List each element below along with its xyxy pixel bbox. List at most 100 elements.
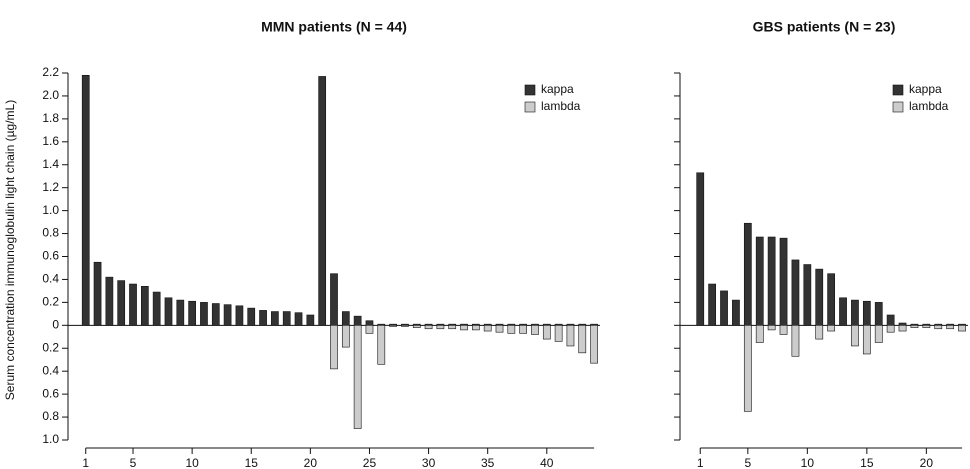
x-tick-label: 25 xyxy=(363,456,377,469)
bar xyxy=(803,264,812,326)
x-tick-label: 10 xyxy=(185,456,199,469)
legend-swatch xyxy=(892,101,904,113)
bar xyxy=(910,325,919,328)
bar xyxy=(779,325,788,335)
bar xyxy=(922,325,931,328)
bar xyxy=(507,325,516,334)
bar xyxy=(696,172,705,326)
bar xyxy=(755,325,764,343)
bar xyxy=(318,76,327,326)
bar xyxy=(791,259,800,326)
bar xyxy=(815,268,824,326)
bar xyxy=(377,325,386,365)
bar xyxy=(839,297,847,326)
bar xyxy=(851,299,859,326)
bar xyxy=(235,305,244,326)
bar xyxy=(140,286,149,326)
y-tick-label: 1.4 xyxy=(42,157,59,171)
bar xyxy=(448,325,457,330)
x-tick-label: 15 xyxy=(245,456,259,469)
legend-swatch xyxy=(524,101,536,113)
bar xyxy=(330,325,338,370)
y-tick-label: 1.0 xyxy=(42,432,59,446)
bar xyxy=(330,273,338,326)
x-tick-label: 40 xyxy=(540,456,554,469)
bar xyxy=(791,325,800,357)
y-tick-label: 0 xyxy=(52,317,59,331)
bar xyxy=(779,237,788,326)
bar xyxy=(294,312,303,326)
bar xyxy=(554,325,563,342)
bar xyxy=(341,325,350,348)
y-tick-label: 0.2 xyxy=(42,295,59,309)
x-tick-label: 20 xyxy=(920,456,934,469)
legend-label: kappa xyxy=(909,82,942,96)
bar xyxy=(259,310,267,326)
bar xyxy=(353,315,362,326)
bar xyxy=(531,325,539,335)
y-tick-label: 1.0 xyxy=(42,203,59,217)
bar xyxy=(495,325,504,333)
bar xyxy=(200,302,208,326)
bar xyxy=(886,325,895,333)
y-tick-label: 1.2 xyxy=(42,180,59,194)
bar xyxy=(164,297,173,326)
x-tick-label: 35 xyxy=(481,456,495,469)
y-tick-label: 0.2 xyxy=(42,340,59,354)
bar xyxy=(282,311,291,326)
y-tick-label: 1.6 xyxy=(42,134,59,148)
bar xyxy=(886,314,895,326)
y-tick-label: 0.8 xyxy=(42,226,59,240)
legend-label: lambda xyxy=(909,99,949,113)
bar xyxy=(720,290,728,326)
bar xyxy=(862,325,871,355)
bar xyxy=(767,325,776,331)
bar xyxy=(958,325,966,332)
bar xyxy=(389,325,397,327)
legend-swatch xyxy=(524,84,536,96)
bar xyxy=(401,325,409,327)
bar xyxy=(874,325,883,343)
bar xyxy=(176,299,185,326)
bar xyxy=(81,74,90,326)
legend-label: lambda xyxy=(541,99,581,113)
bar xyxy=(542,325,551,340)
bar xyxy=(341,311,350,326)
bar xyxy=(436,325,445,330)
bar xyxy=(117,280,126,326)
bar xyxy=(898,325,907,332)
bar xyxy=(152,291,161,326)
y-tick-label: 0.8 xyxy=(42,409,59,423)
bar xyxy=(827,325,836,332)
y-tick-label: 1.8 xyxy=(42,111,59,125)
bar xyxy=(129,283,137,326)
legend-swatch xyxy=(892,84,904,96)
bar xyxy=(271,311,279,326)
bar xyxy=(424,325,433,330)
bar xyxy=(93,261,102,326)
bar xyxy=(188,300,196,326)
bar xyxy=(211,303,220,326)
bar xyxy=(815,325,824,340)
x-tick-label: 5 xyxy=(744,456,751,469)
bar xyxy=(578,325,587,354)
y-tick-label: 2.2 xyxy=(42,65,59,79)
bar xyxy=(827,273,836,326)
bar xyxy=(590,325,598,364)
bar xyxy=(306,314,315,326)
bar xyxy=(755,236,764,326)
bar xyxy=(708,283,717,326)
bar xyxy=(247,307,256,326)
y-tick-label: 0.6 xyxy=(42,249,59,263)
bar xyxy=(365,325,374,334)
y-tick-label: 0.6 xyxy=(42,386,59,400)
x-tick-label: 15 xyxy=(860,456,874,469)
bar xyxy=(934,325,943,330)
bar xyxy=(105,276,114,326)
bar xyxy=(566,325,575,347)
panel-title: GBS patients (N = 23) xyxy=(753,19,896,35)
bar xyxy=(365,320,374,326)
bar xyxy=(946,325,955,330)
bar xyxy=(743,325,752,412)
